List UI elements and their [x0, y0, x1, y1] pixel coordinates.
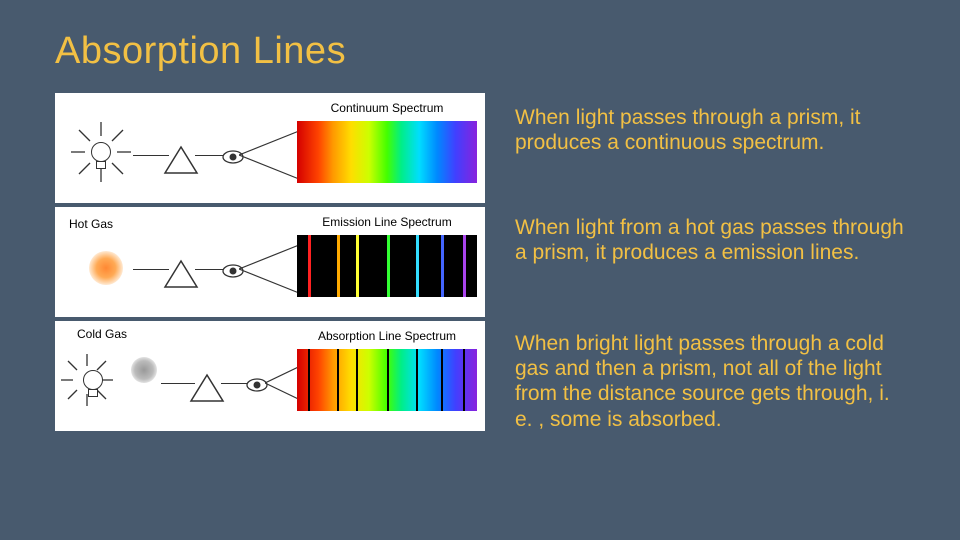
source-bulb-cold: Cold Gas — [63, 325, 173, 427]
absorption-line — [463, 349, 465, 411]
absorption-line — [387, 349, 389, 411]
absorption-line — [356, 349, 358, 411]
panel-absorption: Cold Gas — [55, 321, 485, 431]
panel-continuum: Continuum Spectrum — [55, 93, 485, 203]
prism-area — [143, 97, 297, 199]
spectrum-label: Emission Line Spectrum — [297, 215, 477, 229]
emission-line — [416, 235, 419, 297]
absorption-line — [416, 349, 418, 411]
spectrum-emission: Emission Line Spectrum — [297, 211, 477, 313]
emission-line — [337, 235, 340, 297]
prism-icon — [163, 259, 199, 294]
prism-icon — [189, 373, 225, 408]
diagram-column: Continuum Spectrum Hot Gas — [55, 93, 485, 440]
absorption-line — [441, 349, 443, 411]
continuous-spectrum — [297, 121, 477, 183]
prism-area — [143, 211, 297, 313]
hot-gas-label: Hot Gas — [69, 217, 113, 231]
emission-line — [441, 235, 444, 297]
panel-emission: Hot Gas — [55, 207, 485, 317]
content-row: Continuum Spectrum Hot Gas — [55, 93, 910, 440]
emission-line — [463, 235, 466, 297]
emission-line — [387, 235, 390, 297]
description-continuum: When light passes through a prism, it pr… — [515, 105, 910, 207]
bulb-icon — [83, 370, 103, 397]
prism-icon — [163, 145, 199, 180]
hot-gas-icon — [89, 251, 123, 285]
description-absorption: When bright light passes through a cold … — [515, 331, 910, 432]
absorption-spectrum — [297, 349, 477, 411]
absorption-line — [308, 349, 310, 411]
spectrum-label: Absorption Line Spectrum — [297, 329, 477, 343]
slide: Absorption Lines — [0, 0, 960, 540]
slide-title: Absorption Lines — [55, 30, 910, 73]
source-hot-gas: Hot Gas — [63, 211, 143, 313]
bulb-icon — [91, 142, 111, 169]
cold-gas-icon — [131, 357, 157, 383]
source-bulb — [63, 97, 143, 199]
absorption-line — [337, 349, 339, 411]
prism-area — [173, 325, 297, 427]
spectrum-label: Continuum Spectrum — [297, 101, 477, 115]
emission-line — [356, 235, 359, 297]
emission-spectrum — [297, 235, 477, 297]
description-emission: When light from a hot gas passes through… — [515, 215, 910, 323]
spectrum-absorption: Absorption Line Spectrum — [297, 325, 477, 427]
emission-line — [308, 235, 311, 297]
description-column: When light passes through a prism, it pr… — [515, 93, 910, 440]
spectrum-continuum: Continuum Spectrum — [297, 97, 477, 199]
